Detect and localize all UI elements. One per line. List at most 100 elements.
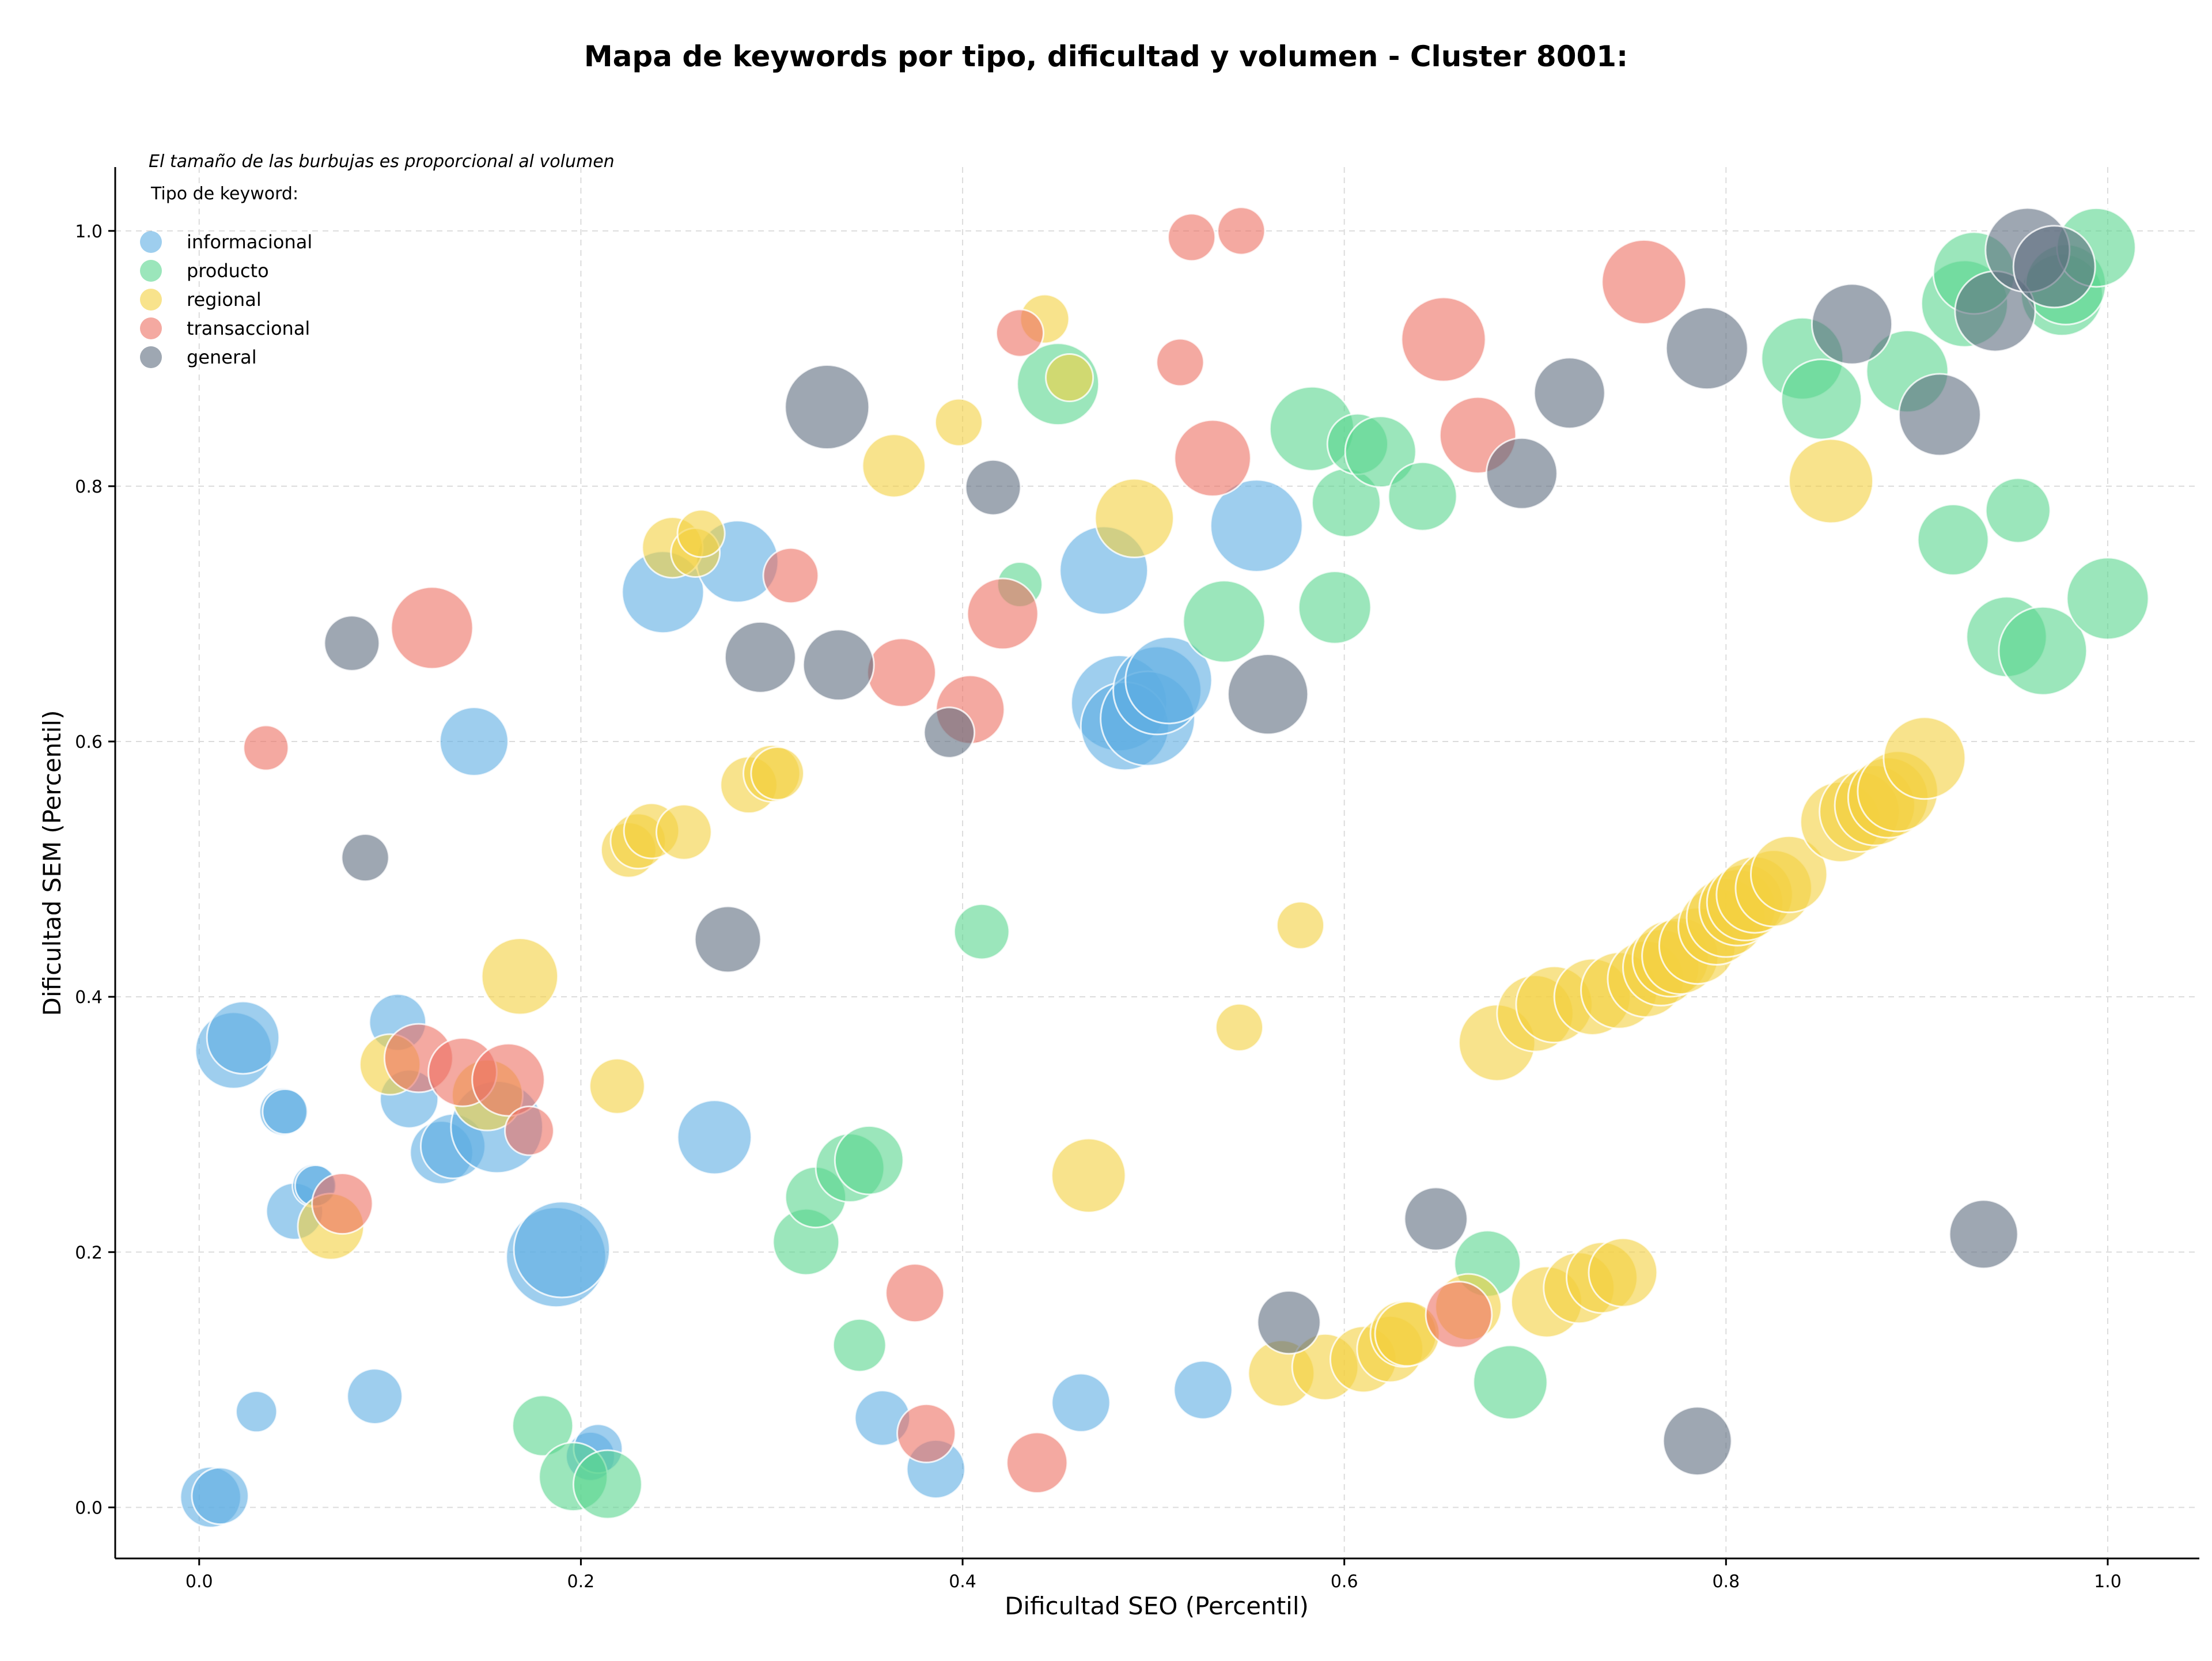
- y-tick-label: 0.2: [75, 1243, 103, 1263]
- bubble-general: [1485, 437, 1558, 510]
- bubble-transaccional: [243, 724, 290, 771]
- bubble-general: [1533, 357, 1606, 430]
- x-tick-label: 0.8: [1712, 1572, 1740, 1592]
- bubble-transaccional: [1173, 419, 1252, 497]
- x-axis-label: Dificultad SEO (Percentil): [1005, 1592, 1309, 1620]
- bubble-transaccional: [1217, 206, 1266, 256]
- bubble-transaccional: [504, 1105, 555, 1156]
- bubble-transaccional: [1156, 338, 1205, 387]
- bubble-regional: [1275, 901, 1325, 950]
- bubble-producto: [1387, 461, 1458, 532]
- bubble-informacional: [235, 1390, 278, 1433]
- bubble-regional: [1883, 716, 1967, 800]
- bubble-general: [1662, 1406, 1733, 1477]
- bubble-informacional: [206, 1000, 281, 1075]
- legend-marker-producto: [140, 260, 162, 282]
- bubble-producto: [572, 1449, 643, 1520]
- legend-marker-regional: [140, 289, 162, 311]
- bubble-transaccional: [1425, 1280, 1493, 1349]
- bubble-producto: [1916, 504, 1990, 576]
- size-note: El tamaño de las burbujas es proporciona…: [149, 152, 615, 172]
- bubble-regional: [480, 937, 559, 1016]
- bubble-informacional: [676, 1099, 753, 1175]
- bubble-regional: [655, 803, 713, 861]
- bubble-general: [923, 706, 976, 759]
- bubble-general: [1897, 373, 1982, 457]
- bubble-producto: [834, 1125, 904, 1195]
- bubble-regional: [1094, 478, 1175, 559]
- bubble-transaccional: [896, 1403, 957, 1463]
- axes: [114, 167, 2199, 1560]
- bubble-general: [1948, 1199, 2019, 1270]
- legend-label-regional: regional: [187, 289, 262, 311]
- bubble-informacional: [262, 1088, 309, 1136]
- y-tick-label: 0.4: [75, 987, 103, 1008]
- y-tick-label: 0.8: [75, 477, 103, 497]
- bubble-general: [1810, 283, 1893, 365]
- bubble-producto: [1297, 570, 1372, 645]
- bubble-transaccional: [471, 1042, 546, 1117]
- legend: Tipo de keyword: informacional producto re…: [140, 184, 312, 368]
- x-tick-label: 0.6: [1331, 1572, 1358, 1592]
- bubble-regional: [589, 1057, 646, 1115]
- bubble-general: [784, 364, 870, 451]
- y-tick-label: 0.0: [75, 1498, 103, 1518]
- bubble-producto: [953, 903, 1010, 960]
- bubble-informacional: [513, 1201, 611, 1299]
- bubble-general: [964, 459, 1022, 516]
- bubble-transaccional: [390, 586, 474, 670]
- x-tick-label: 0.2: [567, 1572, 595, 1592]
- bubble-informacional: [1051, 1372, 1111, 1433]
- bubbles: [179, 206, 2150, 1528]
- bubble-producto: [832, 1318, 887, 1373]
- bubble-transaccional: [966, 577, 1039, 650]
- bubble-producto: [2066, 557, 2150, 641]
- bubble-general: [2012, 225, 2096, 309]
- bubble-regional: [1588, 1237, 1658, 1308]
- bubble-regional: [934, 398, 983, 447]
- bubble-producto: [1998, 606, 2088, 696]
- bubble-informacional: [438, 706, 509, 777]
- legend-title: Tipo de keyword:: [150, 184, 298, 204]
- x-tick-label: 0.0: [185, 1572, 213, 1592]
- legend-label-informacional: informacional: [187, 231, 312, 253]
- legend-label-transaccional: transaccional: [187, 317, 310, 339]
- legend-marker-informacional: [140, 231, 162, 253]
- legend-label-producto: producto: [187, 260, 269, 282]
- bubble-informacional: [346, 1368, 403, 1425]
- bubble-producto: [1344, 415, 1417, 489]
- bubble-general: [694, 905, 762, 974]
- bubble-general: [340, 833, 390, 883]
- bubble-general: [1227, 653, 1309, 736]
- bubble-transaccional: [866, 637, 937, 708]
- x-tick-label: 0.4: [949, 1572, 976, 1592]
- bubble-transaccional: [1006, 1431, 1069, 1494]
- legend-marker-transaccional: [140, 317, 162, 339]
- bubble-producto: [1182, 580, 1266, 664]
- bubble-transaccional: [1400, 296, 1487, 383]
- legend-items: informacional producto regional transaccion…: [140, 231, 312, 368]
- bubble-transaccional: [762, 547, 820, 604]
- bubble-informacional: [1173, 1360, 1233, 1420]
- bubble-informacional: [1209, 479, 1304, 573]
- y-tick-label: 1.0: [75, 222, 103, 242]
- bubble-regional: [1214, 1002, 1264, 1052]
- bubble-transaccional: [311, 1172, 374, 1235]
- ticks: 0.0 0.2 0.4 0.6 0.8 1.0 0.0 0.2 0.4 0.6 0.8 1.0: [75, 222, 2122, 1592]
- y-tick-label: 0.6: [75, 732, 103, 752]
- bubble-regional: [1788, 438, 1874, 524]
- bubble-general: [1665, 307, 1749, 391]
- legend-marker-general: [140, 346, 162, 368]
- bubble-producto: [1780, 358, 1863, 441]
- x-tick-label: 1.0: [2094, 1572, 2122, 1592]
- bubble-general: [724, 620, 797, 694]
- bubble-regional: [1045, 353, 1094, 403]
- bubble-general: [1256, 1289, 1321, 1355]
- legend-label-general: general: [187, 346, 257, 368]
- y-axis-label: Dificultad SEM (Percentil): [38, 710, 66, 1016]
- bubble-transaccional: [885, 1263, 945, 1323]
- bubble-general: [323, 615, 381, 672]
- bubble-regional: [861, 433, 926, 498]
- bubble-producto: [1984, 477, 2051, 544]
